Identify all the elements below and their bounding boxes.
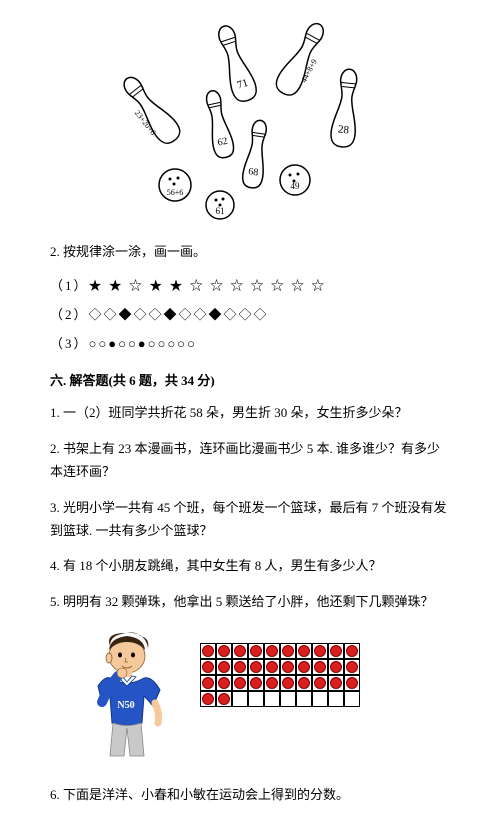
svg-text:61: 61 — [216, 206, 225, 216]
marble-cell — [328, 643, 344, 659]
boy-illustration: N50 — [80, 628, 450, 758]
marble-cell — [216, 691, 232, 707]
s6-q6: 6. 下面是洋洋、小春和小敏在运动会上得到的分数。 — [50, 783, 450, 806]
marble-cell — [296, 675, 312, 691]
marble-cell — [296, 691, 312, 707]
marble-cell — [344, 659, 360, 675]
marble-cell — [216, 675, 232, 691]
marble-cell — [200, 675, 216, 691]
svg-text:28: 28 — [337, 123, 350, 136]
svg-text:56+6: 56+6 — [167, 188, 184, 197]
marble-cell — [296, 643, 312, 659]
marble-cell — [312, 675, 328, 691]
marble-cell — [312, 659, 328, 675]
marble-cell — [344, 643, 360, 659]
marble-cell — [264, 675, 280, 691]
bowling-diagram: 23+20+6 71 44+8+9 62 — [120, 20, 380, 220]
marble-cell — [200, 643, 216, 659]
svg-text:68: 68 — [248, 166, 259, 178]
marble-cell — [232, 659, 248, 675]
marble-cell — [280, 659, 296, 675]
marble-cell — [328, 691, 344, 707]
s6-q1: 1. 一（2）班同学共折花 58 朵，男生折 30 朵，女生折多少朵？ — [50, 401, 450, 424]
marble-cell — [232, 691, 248, 707]
marble-cell — [264, 659, 280, 675]
marble-cell — [328, 675, 344, 691]
q2-title: 2. 按规律涂一涂，画一画。 — [50, 240, 450, 263]
shirt-text: N50 — [117, 700, 134, 711]
marble-cell — [216, 659, 232, 675]
marble-cell — [200, 691, 216, 707]
marble-cell — [312, 643, 328, 659]
pattern-1-label: （1） — [50, 278, 89, 293]
marble-cell — [264, 643, 280, 659]
pattern-2-content: ◇◇◆◇◇◆◇◇◆◇◇◇ — [89, 307, 269, 322]
marble-cell — [280, 675, 296, 691]
marble-cell — [248, 643, 264, 659]
marble-cell — [216, 643, 232, 659]
marble-cell — [232, 643, 248, 659]
pattern-1: （1）★ ★ ☆ ★ ★ ☆ ☆ ☆ ☆ ☆ ☆ ☆ — [50, 275, 450, 294]
pattern-3: （3）○○●○○●○○○○○ — [50, 333, 450, 352]
pattern-1-content: ★ ★ ☆ ★ ★ ☆ ☆ ☆ ☆ ☆ ☆ ☆ — [89, 278, 327, 293]
marble-cell — [248, 691, 264, 707]
marble-cell — [280, 643, 296, 659]
marble-cell — [344, 675, 360, 691]
pattern-3-label: （3） — [50, 336, 89, 351]
marble-cell — [296, 659, 312, 675]
marble-cell — [344, 691, 360, 707]
marble-cell — [328, 659, 344, 675]
section-6-title: 六. 解答题(共 6 题，共 34 分) — [50, 370, 450, 389]
marble-cell — [248, 659, 264, 675]
marble-cell — [232, 675, 248, 691]
s6-q2: 2. 书架上有 23 本漫画书，连环画比漫画书少 5 本. 谁多谁少？有多少本连… — [50, 437, 450, 484]
s6-q4: 4. 有 18 个小朋友跳绳，其中女生有 8 人，男生有多少人？ — [50, 554, 450, 577]
pattern-3-content: ○○●○○●○○○○○ — [89, 336, 197, 351]
boy-svg: N50 — [80, 628, 180, 758]
marble-cell — [280, 691, 296, 707]
marble-cell — [312, 691, 328, 707]
marble-grid — [200, 643, 360, 707]
svg-text:49: 49 — [291, 181, 301, 191]
s6-q5: 5. 明明有 32 颗弹珠，他拿出 5 颗送给了小胖，他还剩下几颗弹珠？ — [50, 590, 450, 613]
pattern-2-label: （2） — [50, 307, 89, 322]
marble-cell — [264, 691, 280, 707]
marble-cell — [248, 675, 264, 691]
pattern-2: （2）◇◇◆◇◇◆◇◇◆◇◇◇ — [50, 304, 450, 323]
marble-cell — [200, 659, 216, 675]
s6-q3: 3. 光明小学一共有 45 个班，每个班发一个篮球，最后有 7 个班没有发到篮球… — [50, 496, 450, 543]
